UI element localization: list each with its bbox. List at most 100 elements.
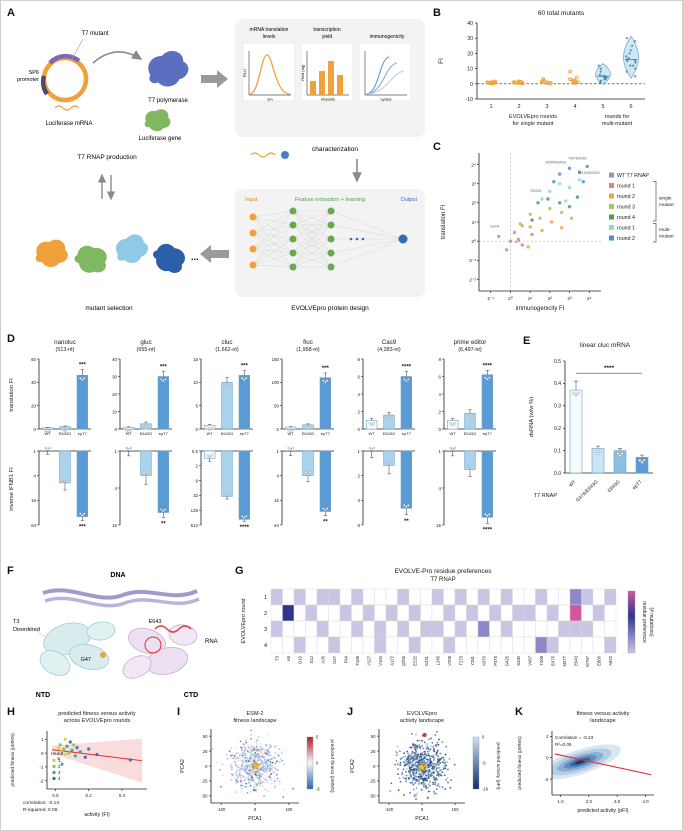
nn-feature-label: Feature extraction + learning bbox=[295, 197, 365, 203]
bar-mini: 0 2 4 6 8 WT E643G epT7 **** bbox=[358, 357, 415, 436]
svg-text:3: 3 bbox=[58, 770, 61, 775]
svg-text:***: *** bbox=[79, 525, 87, 531]
svg-text:linear cluc mRNA: linear cluc mRNA bbox=[580, 342, 631, 349]
svg-text:128: 128 bbox=[191, 508, 199, 513]
panel-c-chart: 2⁻² 2⁻¹ 2⁰ 2¹ 2² 2³ 2⁴ 2⁻¹ 2⁰ 2¹ 2² 2³ 2⁴ translation… bbox=[441, 153, 674, 312]
svg-text:3.0: 3.0 bbox=[614, 799, 621, 804]
dna-strand-1 bbox=[42, 588, 198, 600]
svg-text:WT: WT bbox=[288, 431, 295, 436]
svg-text:predicted activity (pFI): predicted activity (pFI) bbox=[495, 742, 501, 790]
svg-text:(655-nt): (655-nt) bbox=[137, 347, 156, 353]
svg-text:6: 6 bbox=[439, 374, 442, 379]
bar-mini: 1 4 16 64 *** bbox=[31, 446, 91, 531]
svg-text:single: single bbox=[659, 195, 672, 201]
svg-text:****: **** bbox=[402, 364, 412, 370]
svg-text:***: *** bbox=[160, 364, 168, 370]
svg-text:round: round bbox=[51, 751, 64, 757]
svg-text:N370: N370 bbox=[481, 655, 486, 666]
svg-text:WT: WT bbox=[515, 240, 521, 244]
svg-text:1: 1 bbox=[439, 449, 442, 454]
svg-text:E643G: E643G bbox=[530, 189, 541, 193]
svg-text:Q205: Q205 bbox=[401, 655, 406, 666]
mutant-blob-darkblue bbox=[153, 243, 185, 273]
svg-text:4: 4 bbox=[358, 392, 361, 397]
panel-label-g: G bbox=[235, 565, 244, 577]
panel-label-j: J bbox=[347, 706, 354, 718]
svg-text:2: 2 bbox=[58, 764, 61, 769]
svg-text:landscape: landscape bbox=[590, 718, 616, 724]
svg-text:0: 0 bbox=[254, 807, 257, 812]
svg-text:60: 60 bbox=[31, 357, 36, 362]
rna-label: RNA bbox=[205, 639, 218, 645]
nn-output-label: Output bbox=[400, 197, 417, 203]
bar-mini: 0 50 100 150 WT E643G epT7 *** bbox=[272, 357, 334, 436]
svg-text:16: 16 bbox=[436, 523, 441, 528]
arrow-plasmid-to-polymerase bbox=[92, 50, 143, 64]
svg-text:E643G: E643G bbox=[221, 431, 233, 436]
bar-mini: 1 4 16 64 ** bbox=[274, 446, 334, 528]
svg-text:predicted activity (pFI): predicted activity (pFI) bbox=[577, 808, 628, 814]
svg-text:T273: T273 bbox=[458, 655, 463, 665]
panel-label-h: H bbox=[7, 706, 15, 718]
dna-label: DNA bbox=[110, 572, 125, 579]
svg-text:round 1: round 1 bbox=[617, 226, 635, 232]
svg-text:5: 5 bbox=[196, 403, 199, 408]
panel-label-f: F bbox=[7, 565, 14, 577]
svg-text:2: 2 bbox=[358, 409, 361, 414]
svg-text:****: **** bbox=[483, 527, 493, 533]
svg-text:EVOLVEpro rounds: EVOLVEpro rounds bbox=[509, 114, 557, 120]
svg-text:100: 100 bbox=[452, 807, 460, 812]
svg-text:inverse IFNB1 FI: inverse IFNB1 FI bbox=[9, 467, 15, 511]
svg-text:Cas9: Cas9 bbox=[382, 339, 397, 346]
svg-text:0.1: 0.1 bbox=[554, 448, 561, 454]
svg-text:2³: 2³ bbox=[567, 296, 572, 302]
yield-bar bbox=[319, 71, 325, 95]
svg-text:64: 64 bbox=[31, 523, 36, 528]
bar-mini: 0 2 4 6 8 WT E643G epT7 **** bbox=[439, 357, 496, 436]
evolvepro-box: Input Feature extraction + learning Outp… bbox=[235, 189, 425, 297]
svg-text:E643G: E643G bbox=[302, 431, 314, 436]
panel-label-e: E bbox=[523, 335, 531, 347]
svg-text:A26: A26 bbox=[320, 655, 325, 663]
svg-text:****: **** bbox=[604, 365, 615, 372]
bar-mini: 1 2 4 8 ** bbox=[358, 446, 415, 528]
e-plot: linear cluc mRNA 0.0 0.1 0.2 0.3 0.4 0.5 dsRNA … bbox=[529, 342, 653, 504]
svg-text:3: 3 bbox=[545, 104, 548, 110]
svg-text:E643G: E643G bbox=[59, 431, 71, 436]
svg-text:V127: V127 bbox=[366, 655, 371, 665]
svg-text:16: 16 bbox=[31, 498, 36, 503]
svg-text:20: 20 bbox=[31, 403, 36, 408]
svg-text:gluc: gluc bbox=[140, 339, 151, 346]
panel-label-b: B bbox=[433, 7, 441, 19]
svg-text:1: 1 bbox=[41, 737, 44, 742]
svg-text:-10: -10 bbox=[466, 97, 474, 103]
svg-text:-10: -10 bbox=[482, 787, 489, 792]
svg-text:V467: V467 bbox=[527, 655, 532, 665]
svg-text:512: 512 bbox=[191, 523, 199, 528]
svg-text:V259: V259 bbox=[447, 655, 452, 665]
bar-mini: 1 4 16 **** bbox=[436, 446, 496, 533]
svg-text:A5: A5 bbox=[286, 655, 291, 661]
svg-text:**: ** bbox=[323, 520, 328, 526]
panel-b-chart: 60 total mutants FI -10 0 10 20 30 40 1 2 3 4 5 6 EVOL… bbox=[438, 10, 645, 127]
svg-text:fluc: fluc bbox=[303, 339, 313, 346]
svg-text:0: 0 bbox=[421, 807, 424, 812]
panel-label-i: I bbox=[177, 706, 181, 718]
svg-text:1: 1 bbox=[115, 449, 118, 454]
plasmid-diagram: T7 mutant SP6 promoter Luciferase mRNA bbox=[17, 31, 109, 127]
svg-text:50: 50 bbox=[274, 403, 279, 408]
mrna-icon bbox=[250, 152, 276, 158]
svg-text:(# mutations): (# mutations) bbox=[648, 607, 654, 637]
svg-text:2⁻¹: 2⁻¹ bbox=[487, 296, 494, 302]
svg-text:16: 16 bbox=[274, 498, 279, 503]
svg-text:G425: G425 bbox=[504, 655, 509, 666]
char-p1-ylabel: RLU bbox=[242, 69, 247, 77]
svg-text:-25: -25 bbox=[201, 779, 208, 784]
svg-text:0: 0 bbox=[115, 427, 118, 432]
panel-g-heatmap: EVOLVE-Pro residue preferences T7 RNAP 1 2 3… bbox=[241, 568, 654, 667]
char-p1-title-1: mRNA translation bbox=[250, 27, 289, 33]
svg-text:0: 0 bbox=[277, 427, 280, 432]
svg-text:E643G: E643G bbox=[464, 431, 476, 436]
